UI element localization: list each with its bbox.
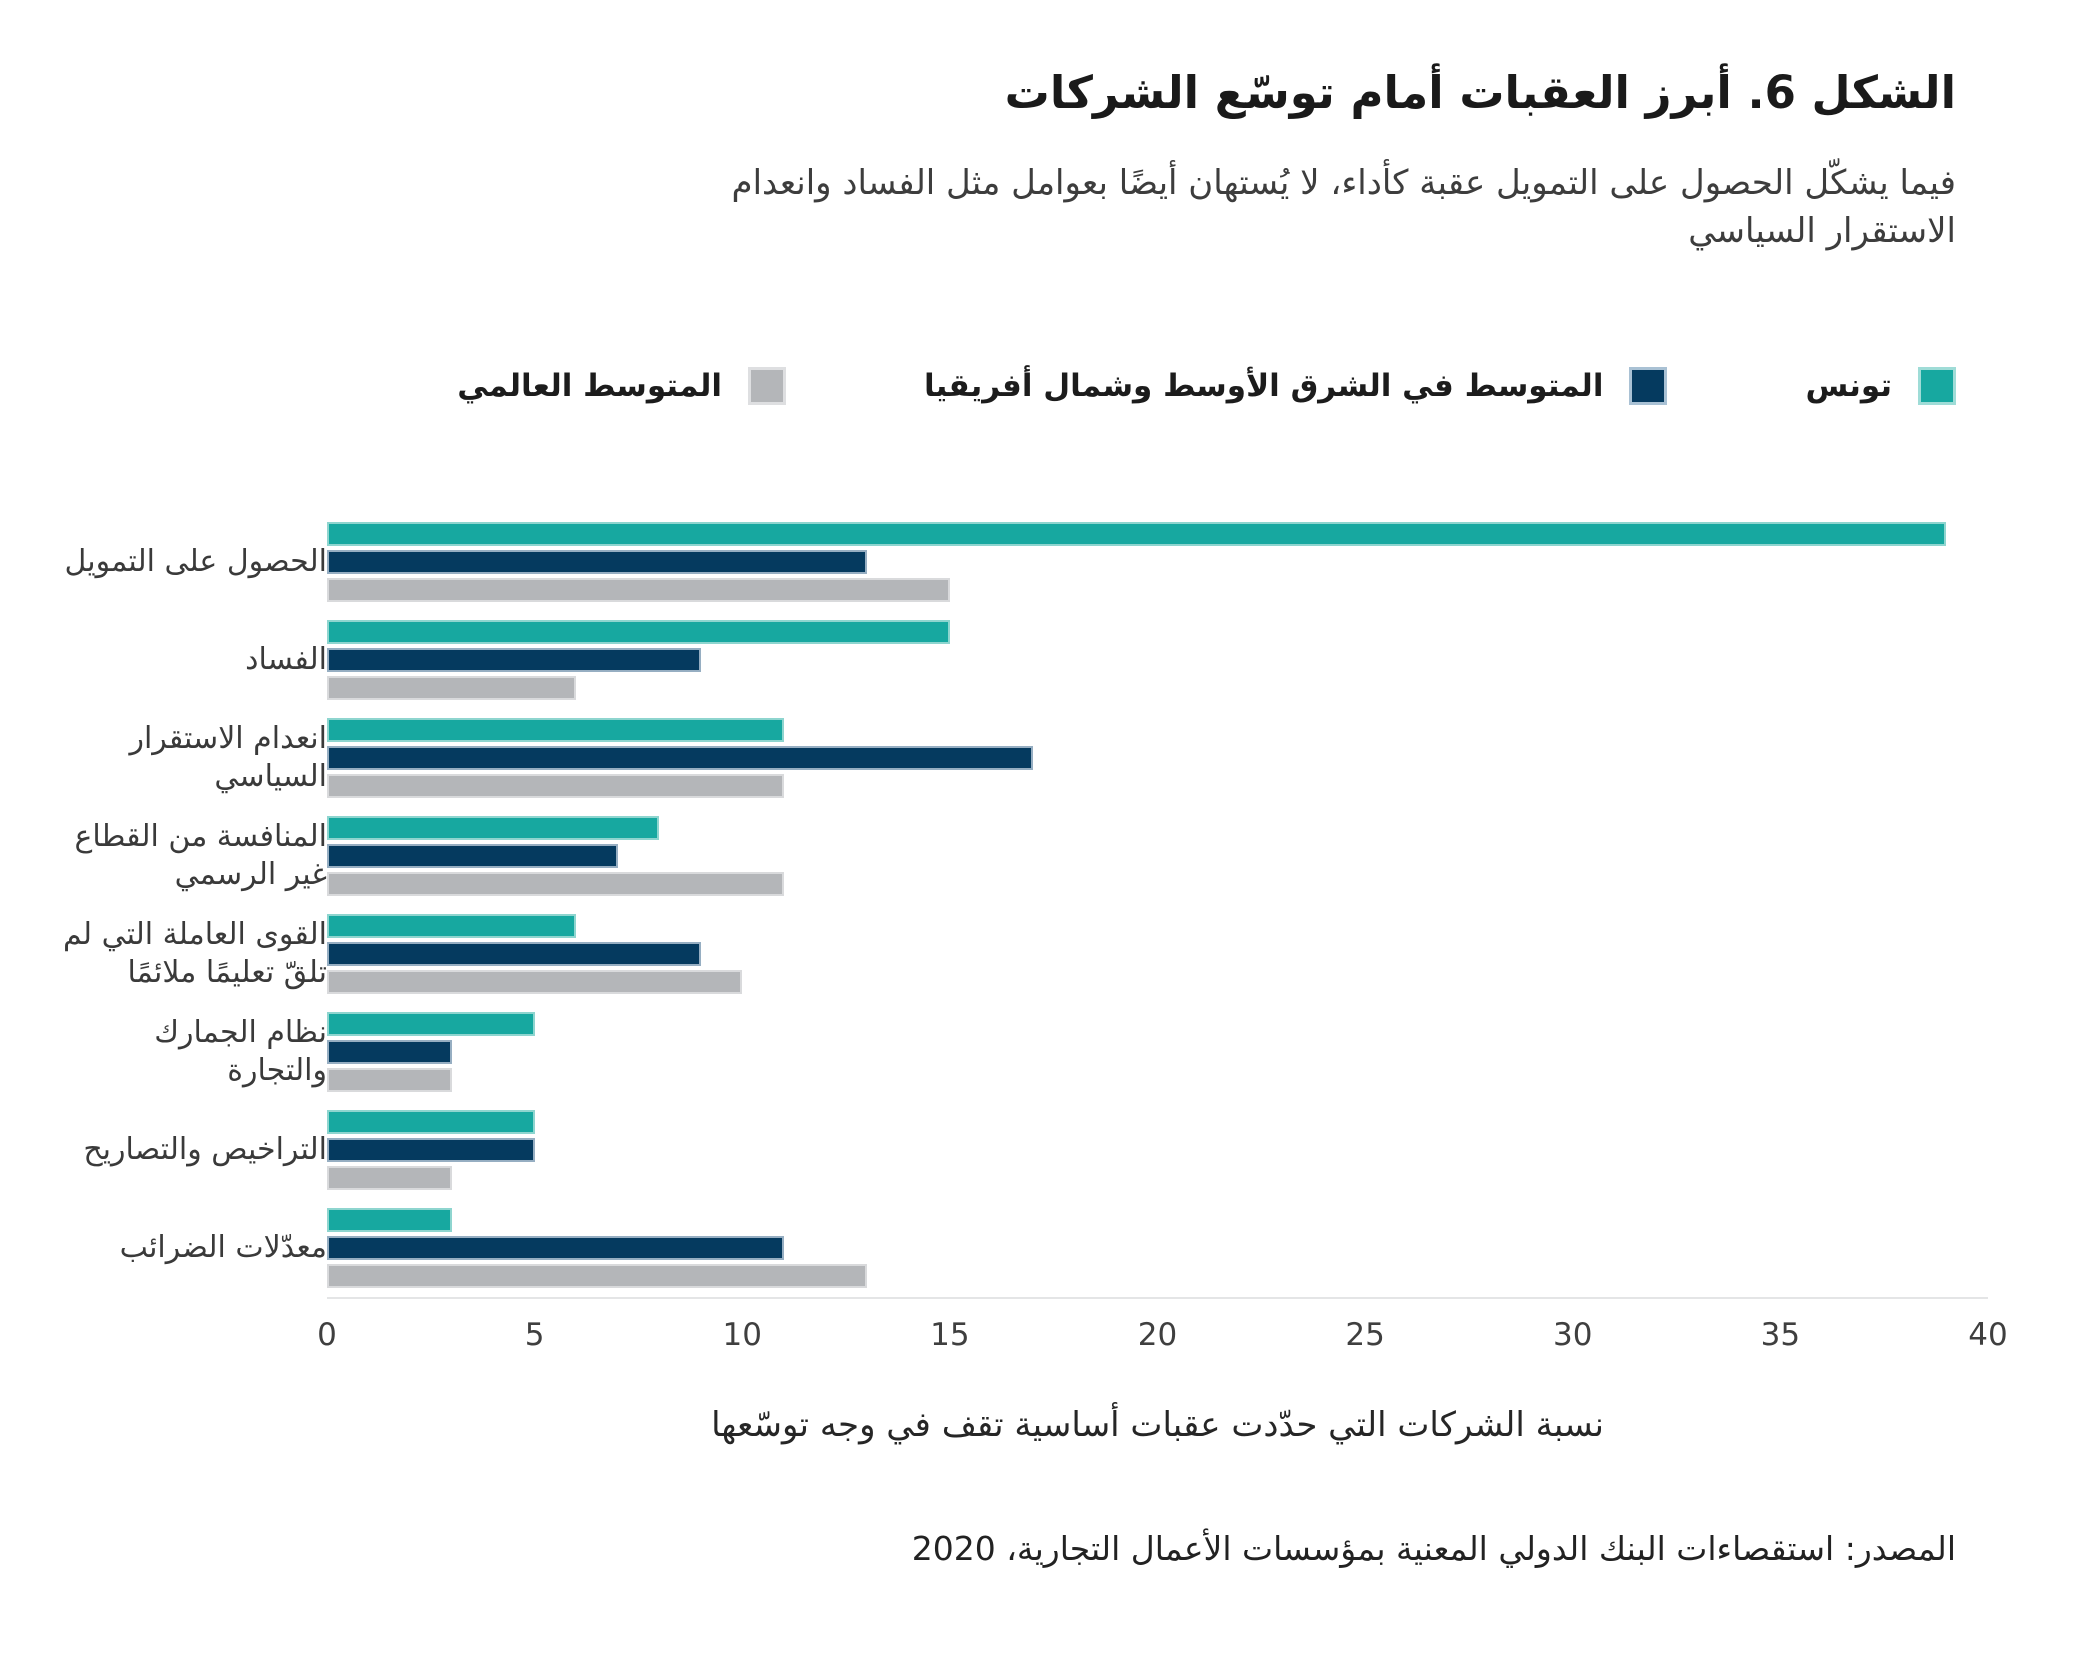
x-axis-ticks: 0 5 10 15 20 25 30 35 40 [317,1297,2008,1375]
x-tick-label: 25 [1345,1317,1385,1354]
legend-label-world-average: المتوسط العالمي [457,368,722,405]
bar-tunisia [327,816,660,841]
x-axis-title: نسبة الشركات التي حدّدت عقبات أساسية تقف… [711,1405,1604,1446]
x-tick-label: 35 [1760,1317,1801,1354]
bar-group [327,718,1988,799]
x-tick-label: 40 [1968,1317,2008,1354]
bar-group [327,1110,1988,1191]
legend-item-world-average: المتوسط العالمي [457,367,786,406]
bar-mena [327,746,1033,771]
figure-title: الشكل 6. أبرز العقبات أمام توسّع الشركات [1004,66,1956,119]
category-label: الفساد [245,641,327,677]
bar-tunisia [327,1110,535,1135]
x-axis: 0 5 10 15 20 25 30 35 40 [40,1297,2008,1375]
chart-row: انعدام الاستقرار السياسي [40,709,1988,807]
legend-item-tunisia: تونس [1805,367,1956,406]
x-tick-label: 20 [1137,1317,1178,1354]
x-axis-title-row: نسبة الشركات التي حدّدت عقبات أساسية تقف… [40,1405,1988,1445]
bar-tunisia [327,620,950,645]
bar-tunisia [327,718,784,743]
legend-swatch-world-icon [748,367,786,406]
category-label: معدّلات الضرائب [119,1229,327,1265]
bar-group [327,816,1988,897]
legend-label-mena-average: المتوسط في الشرق الأوسط وشمال أفريقيا [924,368,1604,405]
chart-row: الفساد [40,611,1988,709]
bar-world [327,970,743,995]
x-tick-label: 5 [524,1317,545,1354]
chart-row: معدّلات الضرائب [40,1199,1988,1297]
chart-row: نظام الجمارك والتجارة [40,1003,1988,1101]
category-label: انعدام الاستقرار السياسي [129,720,327,795]
chart-legend: تونس المتوسط في الشرق الأوسط وشمال أفريق… [40,367,1956,406]
x-tick-label: 15 [930,1317,970,1354]
bar-world [327,1264,867,1289]
category-label: التراخيص والتصاريح [83,1131,327,1167]
bar-mena [327,648,701,673]
bar-world [327,1166,452,1191]
bar-group [327,620,1988,701]
legend-item-mena-average: المتوسط في الشرق الأوسط وشمال أفريقيا [924,367,1668,406]
bar-chart: الحصول على التمويل الفساد انعدام الاستقرار… [40,513,2008,1445]
bar-mena [327,1138,535,1163]
source-note: المصدر: استقصاءات البنك الدولي المعنية ب… [911,1529,1956,1569]
chart-row: المنافسة من القطاع غير الرسمي [40,807,1988,905]
bar-mena [327,1236,784,1261]
legend-swatch-mena-icon [1629,367,1668,406]
bar-mena [327,844,618,869]
chart-row: الحصول على التمويل [40,513,1988,611]
figure-subtitle: فيما يشكّل الحصول على التمويل عقبة كأداء… [731,163,1956,251]
bar-world [327,1068,452,1093]
bar-tunisia [327,1012,535,1037]
bar-world [327,578,950,603]
bar-tunisia [327,914,577,939]
x-tick-label: 10 [722,1317,762,1354]
axis-spacer [40,1297,327,1375]
legend-label-tunisia: تونس [1805,368,1892,405]
bar-group [327,914,1988,995]
category-label: نظام الجمارك والتجارة [154,1014,327,1089]
x-tick-label: 30 [1553,1317,1593,1354]
bar-world [327,676,577,701]
category-label: الحصول على التمويل [64,543,328,579]
bar-mena [327,550,867,575]
chart-row: التراخيص والتصاريح [40,1101,1988,1199]
category-label: القوى العاملة التي لم تلقّ تعليمًا ملائم… [62,916,327,991]
bar-tunisia [327,522,1947,547]
legend-swatch-tunisia-icon [1918,367,1956,406]
bar-tunisia [327,1208,452,1233]
bar-chart-rows: الحصول على التمويل الفساد انعدام الاستقرار… [40,513,1988,1297]
bar-world [327,872,784,897]
xlabel-spacer [40,1405,327,1445]
chart-row: القوى العاملة التي لم تلقّ تعليمًا ملائم… [40,905,1988,1003]
x-tick-label: 0 [317,1317,337,1354]
bar-mena [327,1040,452,1065]
category-label: المنافسة من القطاع غير الرسمي [74,818,327,893]
bar-group [327,1208,1988,1289]
bar-group [327,1012,1988,1093]
bar-mena [327,942,701,967]
bar-world [327,774,784,799]
bar-group [327,522,1988,603]
